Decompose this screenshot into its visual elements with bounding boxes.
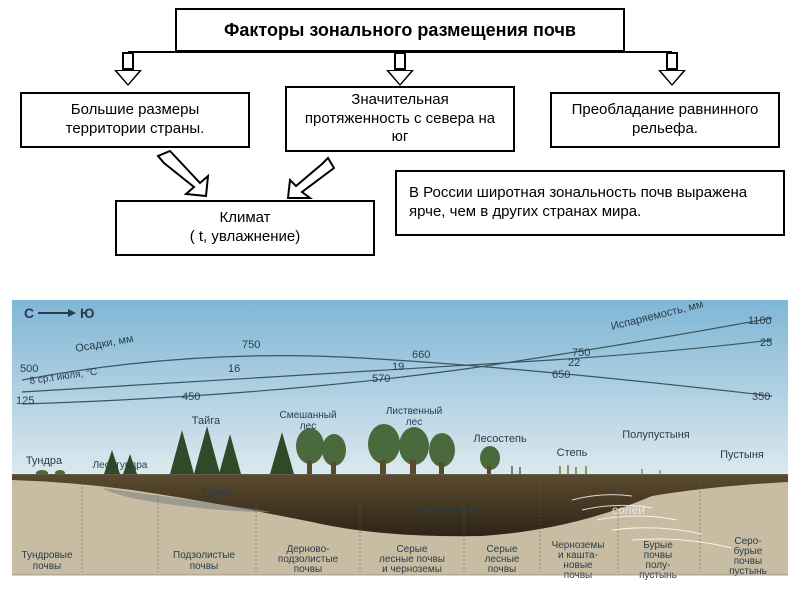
svg-text:пустынь: пустынь <box>639 570 677 581</box>
factor-box-3: Преобладание равнинного рельефа. <box>550 92 780 148</box>
note-box: В России широтная зональность почв выраж… <box>395 170 785 236</box>
svg-text:350: 350 <box>752 391 770 403</box>
svg-text:Лиственный: Лиственный <box>386 406 442 417</box>
svg-text:25: 25 <box>760 337 772 349</box>
svg-text:лес: лес <box>406 417 422 428</box>
svg-text:Тундра: Тундра <box>26 455 63 467</box>
svg-text:почвы: почвы <box>488 564 516 575</box>
svg-text:Подзолистые: Подзолистые <box>173 550 235 561</box>
factor-box-1: Большие размеры территории страны. <box>20 92 250 148</box>
note-text: В России широтная зональность почв выраж… <box>409 184 771 222</box>
svg-text:570: 570 <box>372 373 390 385</box>
factor2-text: Значительная протяженность с севера на ю… <box>297 91 503 147</box>
svg-text:Пустыня: Пустыня <box>720 449 764 461</box>
factor1-text: Большие размеры территории страны. <box>32 101 238 139</box>
title-text: Факторы зонального размещения почв <box>224 19 576 42</box>
factor-box-2: Значительная протяженность с севера на ю… <box>285 86 515 152</box>
svg-text:лес: лес <box>300 421 316 432</box>
svg-text:Тундровые: Тундровые <box>21 550 73 561</box>
climate-text: Климат ( t, увлажнение) <box>190 209 301 247</box>
svg-text:и черноземы: и черноземы <box>382 564 442 575</box>
svg-text:19: 19 <box>392 361 404 373</box>
svg-text:Тайга: Тайга <box>192 415 221 427</box>
arrow-diag-1 <box>150 150 220 200</box>
svg-text:Гумус: Гумус <box>202 485 234 499</box>
svg-text:Полупустыня: Полупустыня <box>622 429 690 441</box>
svg-text:Лесостепь: Лесостепь <box>473 433 527 445</box>
svg-text:Степь: Степь <box>557 447 588 459</box>
svg-text:Накопление: Накопление <box>412 503 480 517</box>
svg-text:почвы: почвы <box>564 570 592 581</box>
arrow-diag-2 <box>280 154 340 200</box>
svg-text:почвы: почвы <box>33 561 61 572</box>
title-box: Факторы зонального размещения почв <box>175 8 625 52</box>
svg-text:660: 660 <box>412 349 430 361</box>
svg-text:22: 22 <box>568 357 580 369</box>
svg-text:650: 650 <box>552 369 570 381</box>
soil-profile-diagram: С Ю Осадки, мм 8 ср.t июля, °С Испаряемо… <box>12 300 788 590</box>
svg-text:750: 750 <box>242 339 260 351</box>
svg-text:почвы: почвы <box>294 564 322 575</box>
svg-text:Смешанный: Смешанный <box>279 410 336 421</box>
svg-text:солей: солей <box>612 503 645 517</box>
svg-text:почвы: почвы <box>190 561 218 572</box>
svg-text:450: 450 <box>182 391 200 403</box>
svg-text:С: С <box>24 305 34 321</box>
svg-text:16: 16 <box>228 363 240 375</box>
svg-text:1100: 1100 <box>748 315 772 327</box>
svg-text:125: 125 <box>16 395 34 407</box>
svg-text:Лесотундра: Лесотундра <box>93 460 148 471</box>
factor3-text: Преобладание равнинного рельефа. <box>562 101 768 139</box>
svg-text:500: 500 <box>20 363 38 375</box>
svg-text:Ю: Ю <box>80 305 94 321</box>
climate-box: Климат ( t, увлажнение) <box>115 200 375 256</box>
